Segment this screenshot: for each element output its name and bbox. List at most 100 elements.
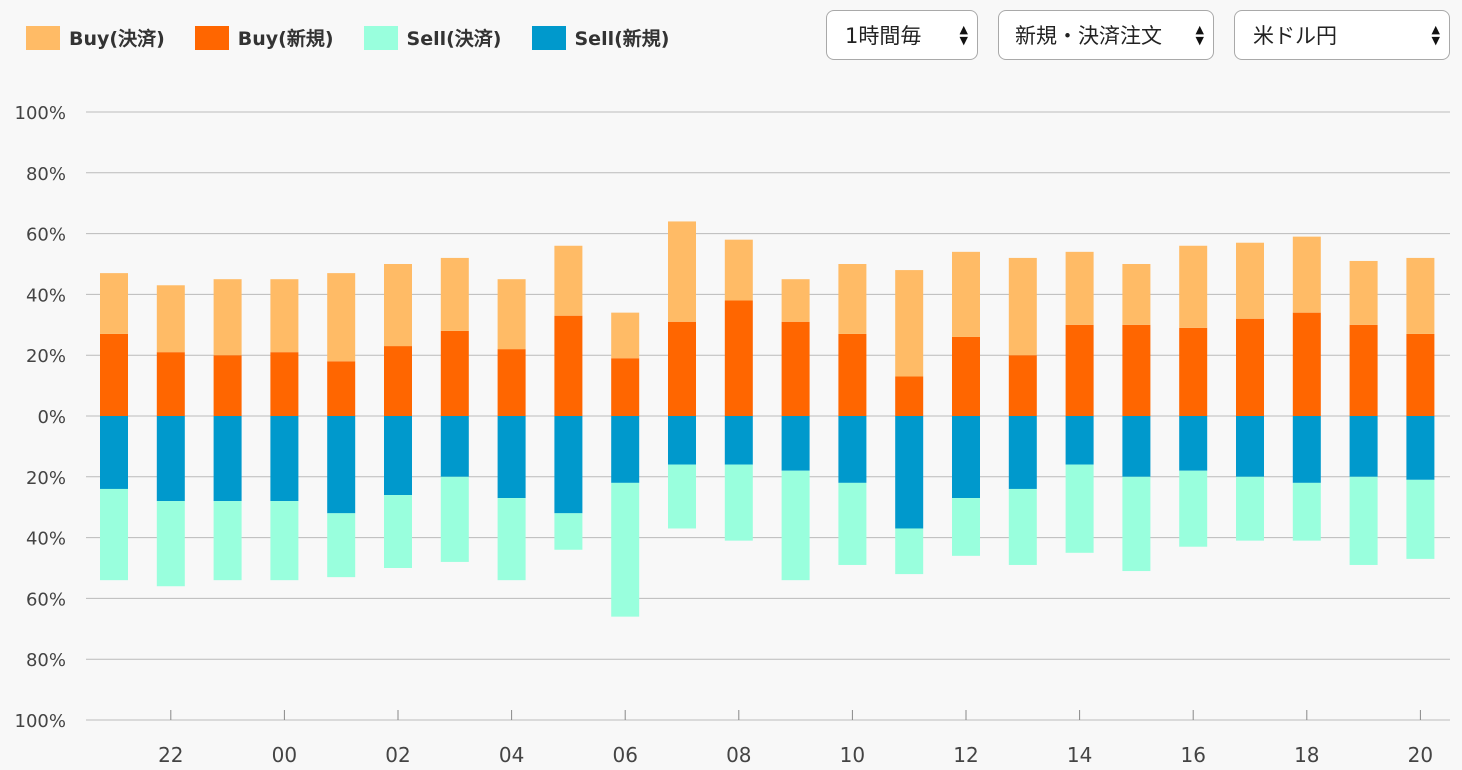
bar-segment-buy-new [270, 352, 299, 416]
bar-segment-buy-new [1065, 324, 1094, 416]
bar-segment-sell-new [554, 416, 583, 514]
x-tick-label: 04 [499, 743, 524, 767]
bar-segment-sell-new [100, 416, 128, 489]
legend-swatch-sell-new [531, 25, 566, 50]
bar-segment-buy-close [1406, 257, 1435, 334]
bar-segment-buy-close [1349, 260, 1378, 325]
bar-segment-sell-new [1008, 416, 1037, 489]
select-arrows-icon: ▲ ▼ [1195, 23, 1204, 47]
x-tick-label: 08 [726, 743, 751, 767]
order-type-select[interactable]: 新規・決済注文 ▲ ▼ [998, 10, 1214, 60]
bar-segment-buy-close [270, 279, 299, 353]
bar-segment-buy-close [1008, 257, 1037, 356]
legend-item-sell-close[interactable]: Sell(決済) [363, 24, 502, 51]
bar-segment-buy-close [497, 279, 526, 350]
bar-segment-buy-close [1236, 242, 1264, 319]
bar-segment-buy-new [1406, 333, 1435, 416]
bar-segment-sell-new [1122, 416, 1151, 477]
y-tick-label: 60% [26, 589, 66, 610]
x-tick-label: 00 [272, 743, 297, 767]
legend-label-buy-close: Buy(決済) [69, 28, 165, 50]
bar-segment-buy-close [1179, 245, 1208, 328]
legend-label-sell-new: Sell(新規) [574, 28, 670, 50]
legend-item-sell-new[interactable]: Sell(新規) [531, 24, 670, 51]
bar-segment-buy-new [895, 376, 924, 416]
bar-segment-buy-close [1065, 251, 1094, 325]
bar-segment-buy-close [1122, 264, 1151, 325]
bar-segment-buy-close [156, 285, 185, 353]
currency-pair-select[interactable]: 米ドル円 ▲ ▼ [1234, 10, 1450, 60]
bar-segment-buy-close [781, 279, 810, 322]
bar-segment-buy-close [213, 279, 242, 356]
bar-segment-buy-close [952, 251, 980, 337]
x-tick-label: 16 [1180, 743, 1205, 767]
legend-swatch-sell-close [363, 25, 398, 50]
order-type-select-value: 新規・決済注文 [1015, 24, 1162, 48]
bar-segment-sell-new [724, 416, 753, 465]
y-tick-label: 60% [26, 225, 66, 246]
bar-segment-sell-new [781, 416, 810, 471]
select-arrows-icon: ▲ ▼ [1431, 23, 1440, 47]
bar-segment-buy-close [1292, 236, 1321, 313]
bar-segment-sell-new [270, 416, 299, 502]
bar-segment-sell-close [156, 501, 185, 587]
bar-segment-sell-new [1179, 416, 1208, 471]
bar-segment-buy-close [100, 273, 128, 334]
bar-segment-buy-close [838, 264, 867, 334]
bar-segment-buy-close [440, 257, 469, 331]
bar-segment-sell-new [497, 416, 526, 499]
bar-segment-sell-close [100, 488, 128, 581]
y-tick-label: 80% [26, 164, 66, 185]
bar-segment-buy-new [1292, 312, 1321, 416]
bar-segment-sell-close [554, 513, 583, 550]
bar-segment-buy-new [384, 346, 412, 416]
x-tick-label: 06 [612, 743, 637, 767]
bar-segment-sell-close [327, 513, 356, 578]
x-tick-label: 14 [1067, 743, 1092, 767]
bar-segment-buy-new [1179, 327, 1208, 416]
bar-segment-sell-close [838, 482, 867, 565]
x-tick-label: 20 [1408, 743, 1433, 767]
bar-segment-sell-new [1349, 416, 1378, 477]
bar-segment-sell-close [952, 498, 980, 556]
bar-segment-sell-close [781, 470, 810, 581]
x-tick-label: 10 [840, 743, 865, 767]
bar-segment-buy-close [554, 245, 583, 316]
bar-segment-sell-close [384, 495, 412, 568]
legend-item-buy-close[interactable]: Buy(決済) [26, 24, 165, 51]
bar-segment-sell-new [213, 416, 242, 502]
chart-legend: Buy(決済) Buy(新規) Sell(決済) Sell(新規) [26, 24, 699, 51]
y-tick-label: 0% [37, 407, 66, 428]
bar-segment-sell-close [1349, 476, 1378, 565]
legend-swatch-buy-close [26, 25, 60, 50]
x-tick-label: 18 [1294, 743, 1319, 767]
bar-segment-sell-close [724, 464, 753, 541]
bar-segment-sell-new [611, 416, 640, 483]
bar-segment-sell-new [327, 416, 356, 514]
bar-segment-sell-close [440, 476, 469, 562]
x-tick-label: 02 [385, 743, 410, 767]
x-tick-label: 22 [158, 743, 183, 767]
bar-segment-sell-new [156, 416, 185, 502]
bar-segment-buy-close [327, 273, 356, 362]
bar-segment-sell-close [1406, 479, 1435, 559]
y-tick-label: 40% [26, 529, 66, 550]
bar-segment-sell-new [668, 416, 696, 465]
bar-segment-sell-new [952, 416, 980, 499]
legend-label-sell-close: Sell(決済) [406, 28, 502, 50]
bar-segment-buy-new [668, 321, 696, 416]
bar-segment-sell-new [1236, 416, 1264, 477]
bar-segment-sell-close [1122, 476, 1151, 572]
bar-segment-sell-close [1065, 464, 1094, 553]
legend-item-buy-new[interactable]: Buy(新規) [194, 24, 334, 51]
y-tick-label: 80% [26, 650, 66, 671]
bar-segment-sell-new [895, 416, 924, 529]
bar-segment-buy-new [1349, 324, 1378, 416]
bar-segment-buy-new [838, 333, 867, 416]
x-tick-label: 12 [953, 743, 978, 767]
interval-select[interactable]: 1時間毎 ▲ ▼ [826, 10, 978, 60]
y-tick-label: 100% [15, 711, 66, 732]
bar-segment-buy-new [327, 361, 356, 416]
bar-segment-buy-new [1008, 355, 1037, 416]
